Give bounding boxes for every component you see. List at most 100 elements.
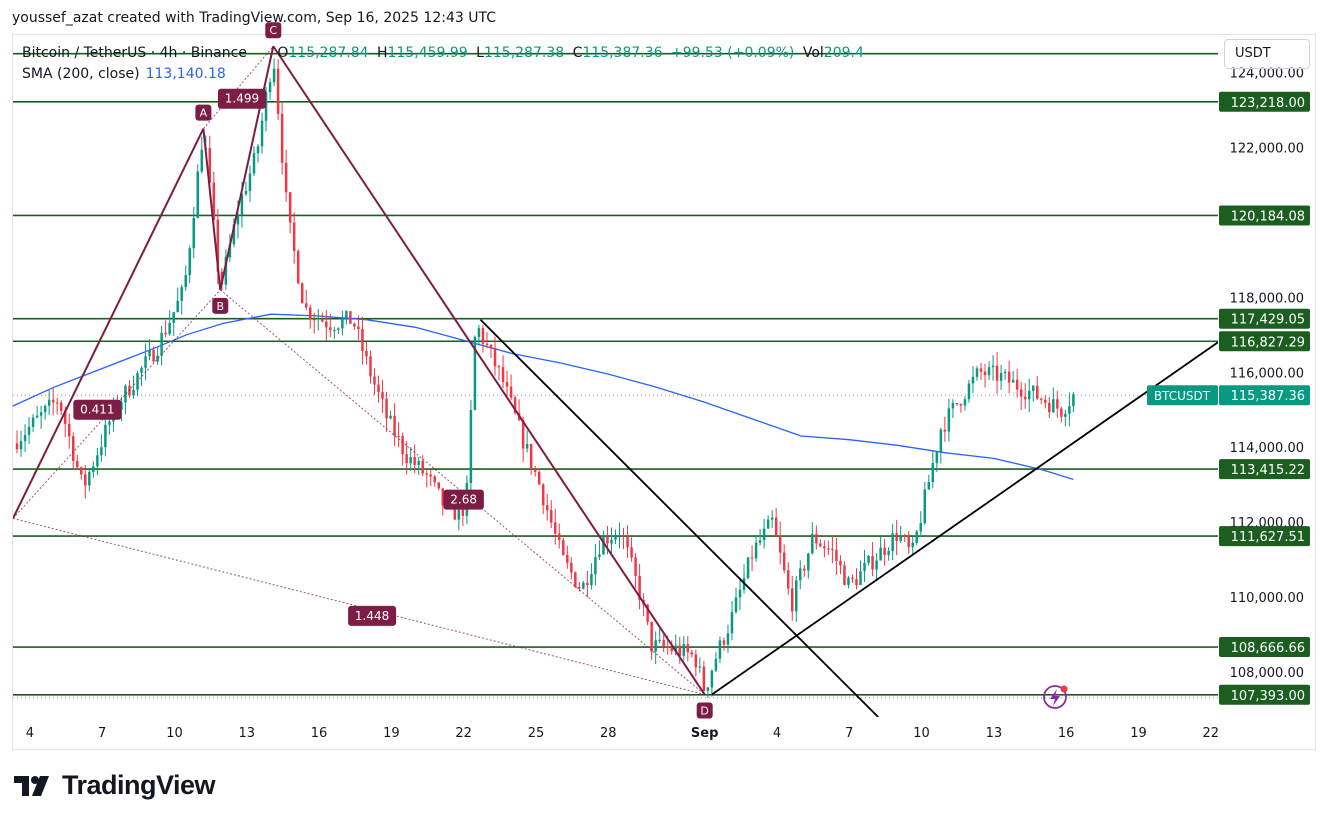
symbol-legend[interactable]: Bitcoin / TetherUS · 4h · Binance O115,2…: [22, 45, 864, 61]
tradingview-branding[interactable]: TradingView: [14, 770, 216, 801]
candle-body: [409, 457, 412, 464]
candle-body: [606, 536, 609, 544]
level-price-label: 107,393.00: [1231, 689, 1305, 704]
x-tick-label: 19: [1130, 726, 1147, 741]
candle-body: [236, 214, 240, 225]
candle-body: [951, 403, 955, 409]
candle-body: [477, 328, 481, 337]
candle-body: [156, 355, 159, 362]
candle-body: [304, 303, 308, 308]
candle-body: [59, 402, 63, 411]
candle-body: [690, 652, 694, 655]
candle-body: [594, 556, 597, 575]
harmonic-leg: [202, 128, 222, 290]
candle-body: [373, 376, 376, 385]
candle-body: [883, 547, 886, 555]
candle-body: [100, 447, 103, 456]
candle-body: [88, 471, 91, 486]
candle-body: [160, 332, 163, 356]
candle-body: [578, 586, 581, 589]
candle-body: [654, 640, 657, 652]
candle-body: [614, 535, 617, 540]
candle-body: [859, 571, 862, 585]
candle-body: [437, 482, 441, 489]
candle-body: [831, 548, 834, 550]
sma-legend[interactable]: SMA (200, close) 113,140.18: [22, 66, 226, 82]
currency-selector[interactable]: USDT: [1224, 39, 1310, 69]
candle-body: [200, 149, 204, 172]
candle-body: [212, 182, 216, 220]
candle-body: [582, 582, 585, 589]
candle-body: [827, 548, 830, 550]
ratio-label-box: [73, 399, 122, 420]
candle-body: [377, 384, 380, 393]
candle-body: [441, 488, 445, 506]
symbol-tag-label: BTCUSDT: [1154, 389, 1211, 403]
candle-body: [939, 429, 943, 452]
candle-body: [337, 328, 340, 331]
candle-body: [1019, 389, 1023, 397]
close-value: 115,387.36: [582, 45, 663, 61]
candle-body: [497, 366, 501, 368]
candle-body: [405, 454, 408, 464]
candle-body: [887, 551, 890, 555]
candle-body: [317, 318, 320, 320]
candle-body: [622, 534, 625, 537]
candle-body: [1040, 398, 1043, 400]
candle-body: [272, 68, 276, 83]
candle-body: [714, 658, 718, 671]
level-price-tag: [1219, 637, 1310, 658]
candle-body: [867, 556, 870, 563]
candle-body: [658, 639, 661, 641]
candle-body: [915, 531, 918, 543]
level-price-label: 113,415.22: [1231, 463, 1305, 478]
candle-body: [871, 556, 874, 570]
candle-body: [638, 575, 641, 600]
candle-body: [521, 420, 525, 449]
high-label: H: [377, 45, 388, 61]
candle-body: [598, 554, 601, 557]
candle-body: [529, 444, 533, 469]
level-price-tag: [1219, 459, 1310, 480]
level-price-label: 108,666.66: [1231, 641, 1305, 656]
candle-body: [104, 424, 107, 448]
ratio-label-box: [217, 88, 266, 109]
candle-body: [987, 367, 991, 376]
candle-body: [63, 410, 67, 424]
harmonic-ratio-line: [13, 289, 221, 519]
candle-body: [1015, 379, 1019, 390]
candle-body: [967, 383, 971, 400]
x-tick-label: 22: [1202, 726, 1219, 741]
candle-body: [1027, 390, 1031, 400]
candle-body: [923, 489, 927, 524]
candle-body: [176, 300, 179, 313]
candle-body: [152, 349, 155, 362]
level-price-label: 111,627.51: [1231, 530, 1305, 545]
candle-body: [252, 153, 256, 174]
candle-body: [738, 589, 742, 598]
candle-body: [51, 399, 55, 403]
candle-body: [47, 399, 51, 406]
trendline: [479, 319, 879, 717]
candle-body: [485, 343, 489, 345]
candle-body: [843, 565, 846, 585]
candle-body: [835, 549, 838, 561]
candle-body: [1011, 379, 1015, 383]
x-tick-label: 7: [845, 726, 853, 741]
candle-body: [425, 473, 428, 475]
candle-body: [566, 554, 569, 563]
candle-body: [1023, 396, 1027, 400]
candle-body: [513, 397, 517, 413]
trendline: [711, 341, 1218, 696]
lightning-alert-icon[interactable]: [1043, 685, 1068, 709]
candle-body: [92, 466, 95, 472]
candle-body: [634, 557, 637, 576]
y-tick-label: 108,000.00: [1230, 666, 1304, 681]
candle-body: [678, 645, 682, 656]
candle-body: [308, 307, 312, 320]
pattern-point-label: B: [216, 300, 224, 313]
sma-label: SMA (200, close): [22, 66, 140, 82]
candle-body: [369, 356, 372, 377]
candle-body: [144, 356, 147, 368]
